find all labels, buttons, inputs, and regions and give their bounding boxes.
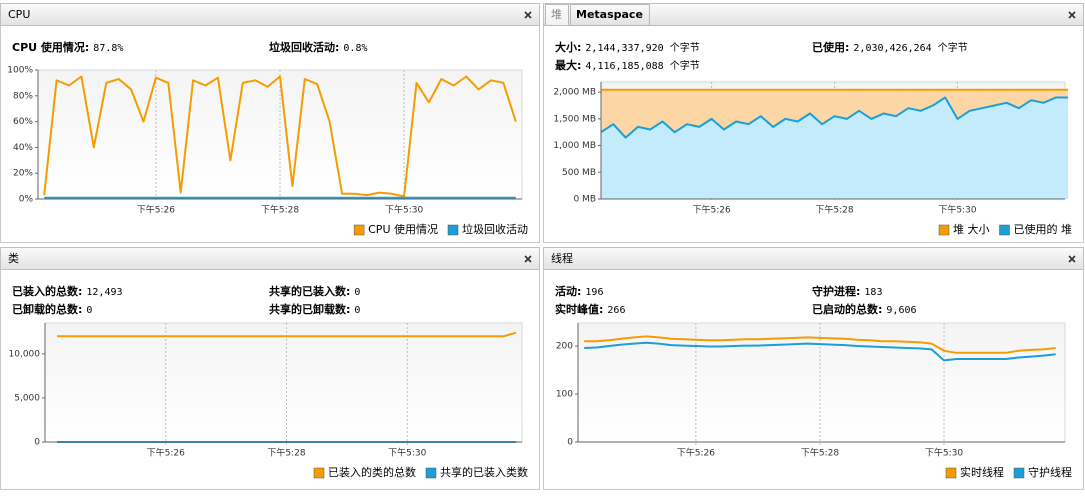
stat-value: 4,116,185,088 个字节 xyxy=(585,59,699,72)
y-tick-label: 20% xyxy=(13,169,33,179)
close-icon[interactable] xyxy=(1068,11,1076,19)
line xyxy=(600,96,1069,139)
legend-label: 实时线程 xyxy=(960,465,1004,479)
legend-label: 已装入的类的总数 xyxy=(328,465,416,479)
y-tick-label: 0 MB xyxy=(573,195,596,205)
legend-label: 守护线程 xyxy=(1028,465,1072,479)
tab-label[interactable]: 线程 xyxy=(551,251,573,265)
stat-label: 已卸载的总数: xyxy=(12,302,82,316)
stat-label: 已装入的总数: xyxy=(12,284,82,298)
x-tick-label: 下午5:28 xyxy=(815,204,853,216)
stat-label: 实时峰值: xyxy=(555,302,603,316)
stat-label: CPU 使用情况: xyxy=(12,40,89,54)
stat-value: 0 xyxy=(86,305,92,316)
stat-label: 共享的已卸载数: xyxy=(269,302,350,316)
tab-label[interactable]: CPU xyxy=(8,8,30,21)
y-tick-label: 80% xyxy=(13,91,33,101)
y-tick-label: 40% xyxy=(13,143,33,153)
legend-label: 堆 大小 xyxy=(953,222,990,236)
y-tick-label: 5,000 xyxy=(14,393,40,403)
x-tick-label: 下午5:28 xyxy=(261,204,299,216)
stat-value: 9,606 xyxy=(886,305,916,316)
x-tick-label: 下午5:30 xyxy=(925,447,963,459)
x-tick-label: 下午5:26 xyxy=(677,447,715,459)
y-tick-label: 0 xyxy=(34,438,40,448)
line xyxy=(43,75,517,198)
legend-label: 垃圾回收活动 xyxy=(462,222,528,236)
stat-value: 0.8% xyxy=(343,43,367,54)
legend-swatch xyxy=(425,467,437,479)
stat-label: 活动: xyxy=(555,284,581,298)
tab-label[interactable]: Metaspace xyxy=(576,8,643,21)
plot-area xyxy=(577,322,1066,443)
x-tick-label: 下午5:26 xyxy=(693,204,731,216)
stat-value: 266 xyxy=(607,305,625,316)
y-tick-label: 1,000 MB xyxy=(553,141,596,151)
stat-value: 2,030,426,264 个字节 xyxy=(853,41,967,54)
stat-value: 196 xyxy=(585,287,603,298)
legend-label: 共享的已装入类数 xyxy=(440,465,528,479)
legend-label: CPU 使用情况 xyxy=(368,223,438,236)
legend-swatch xyxy=(938,224,950,236)
y-tick-label: 2,000 MB xyxy=(553,88,596,98)
y-tick-label: 10,000 xyxy=(9,349,41,359)
tab xyxy=(570,4,650,26)
x-tick-label: 下午5:28 xyxy=(267,447,305,459)
y-tick-label: 100% xyxy=(7,66,33,76)
line xyxy=(584,341,1056,362)
y-tick-label: 0% xyxy=(19,195,34,205)
x-tick-label: 下午5:30 xyxy=(938,204,976,216)
stat-value: 0 xyxy=(354,305,360,316)
panel-header xyxy=(543,247,1084,270)
stat-label: 垃圾回收活动: xyxy=(269,40,339,54)
legend-swatch xyxy=(353,224,365,236)
close-icon[interactable] xyxy=(1068,255,1076,263)
y-tick-label: 500 MB xyxy=(562,168,596,178)
stat-label: 已使用: xyxy=(812,40,849,54)
stat-label: 大小: xyxy=(555,40,581,54)
panel-header xyxy=(0,247,540,270)
line xyxy=(57,331,517,338)
y-tick-label: 1,500 MB xyxy=(553,114,596,124)
legend-swatch xyxy=(999,224,1010,236)
x-tick-label: 下午5:30 xyxy=(385,204,423,216)
y-tick-label: 100 xyxy=(556,390,573,400)
close-icon[interactable] xyxy=(524,11,532,19)
stat-value: 2,144,337,920 个字节 xyxy=(585,41,699,54)
y-tick-label: 60% xyxy=(13,117,33,127)
stat-value: 0 xyxy=(354,287,360,298)
stat-label: 守护进程: xyxy=(812,284,860,298)
stat-value: 87.8% xyxy=(93,43,123,54)
panel-header xyxy=(543,3,1084,26)
stat-label: 共享的已装入数: xyxy=(269,284,350,298)
y-tick-label: 200 xyxy=(556,342,573,352)
close-icon[interactable] xyxy=(524,255,532,263)
stat-value: 183 xyxy=(864,287,882,298)
y-tick-label: 0 xyxy=(567,438,573,448)
line xyxy=(584,335,1056,354)
legend-swatch xyxy=(313,467,325,479)
x-tick-label: 下午5:26 xyxy=(147,447,185,459)
stat-label: 已启动的总数: xyxy=(812,302,882,316)
stat-value: 12,493 xyxy=(86,287,122,298)
legend-label: 已使用的 堆 xyxy=(1014,222,1073,236)
legend-swatch xyxy=(447,224,459,236)
plot-area xyxy=(44,322,523,443)
tab-label[interactable]: 类 xyxy=(8,251,19,265)
legend-swatch xyxy=(1013,467,1025,479)
x-tick-label: 下午5:28 xyxy=(801,447,839,459)
x-tick-label: 下午5:26 xyxy=(137,204,175,216)
legend-swatch xyxy=(945,467,957,479)
stat-label: 最大: xyxy=(555,58,581,72)
x-tick-label: 下午5:30 xyxy=(388,447,426,459)
panel-header xyxy=(0,3,540,26)
tab xyxy=(545,4,569,26)
area xyxy=(601,97,1069,199)
